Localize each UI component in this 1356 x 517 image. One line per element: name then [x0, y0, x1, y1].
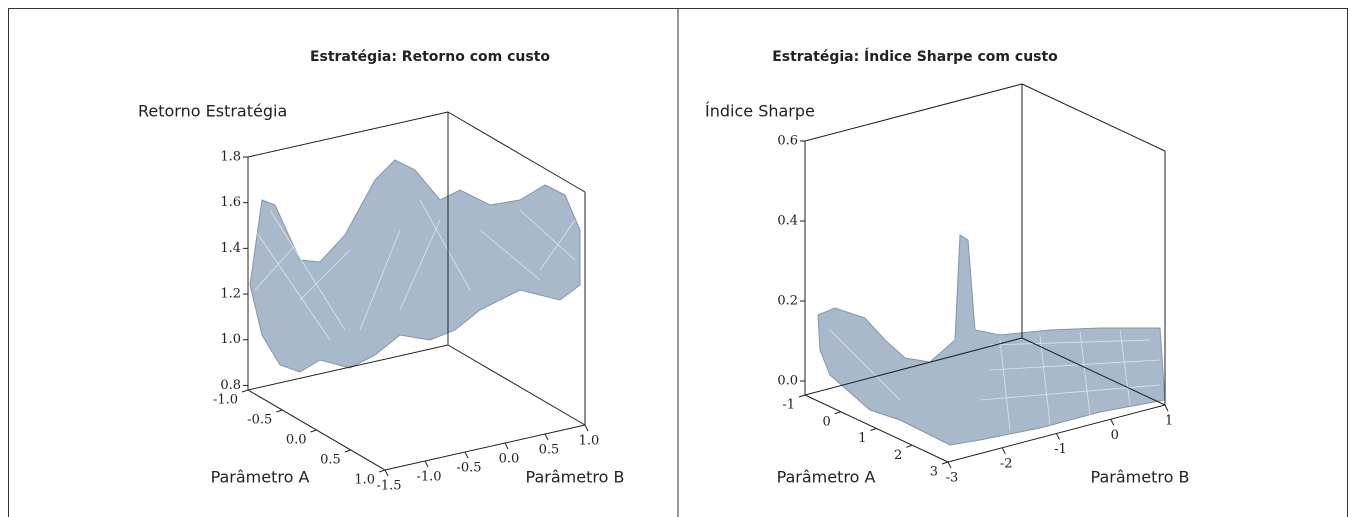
x-tick-label: 1	[858, 431, 866, 446]
chart-title: Estratégia: Índice Sharpe com custo	[772, 48, 1058, 65]
y-tick-label: -0.5	[456, 461, 481, 476]
z-axis-label: Índice Sharpe	[705, 102, 815, 121]
x-tick-label: 1.0	[354, 473, 375, 488]
y-tick-label: 1.0	[579, 434, 600, 449]
x-axis-label: Parâmetro A	[211, 468, 310, 487]
tick-mark	[798, 394, 806, 398]
y-tick-label: -3	[946, 471, 959, 486]
z-tick-label: 0.6	[777, 134, 798, 149]
chart-title: Estratégia: Retorno com custo	[310, 49, 550, 65]
y-tick-label: -1.0	[416, 470, 441, 485]
z-tick-label: 1.6	[220, 195, 241, 210]
tick-mark	[1110, 419, 1115, 426]
y-tick-label: 0.0	[499, 452, 520, 467]
y-axis-label: Parâmetro B	[1091, 468, 1190, 487]
z-tick-label: 0.2	[777, 294, 798, 309]
y-axis-label: Parâmetro B	[526, 468, 625, 487]
tick-mark	[384, 469, 389, 477]
x-tick-label: 0.5	[320, 453, 341, 468]
tick-mark	[1001, 447, 1006, 454]
x-tick-label: -0.5	[247, 413, 272, 428]
tick-mark	[378, 469, 386, 473]
tick-mark	[544, 433, 549, 441]
tick-mark	[344, 449, 351, 453]
box-edge	[804, 337, 1023, 396]
box-edge	[247, 111, 449, 158]
tick-mark	[310, 429, 317, 433]
z-axis-label: Retorno Estratégia	[138, 102, 287, 121]
axis-line	[384, 424, 586, 471]
surface-mesh	[254, 199, 576, 341]
x-tick-label: 0.0	[286, 433, 307, 448]
tick-mark	[504, 442, 509, 450]
x-tick-label: 2	[894, 448, 902, 463]
tick-mark	[947, 461, 952, 469]
tick-mark	[870, 428, 877, 431]
x-axis-label: Parâmetro A	[777, 468, 876, 487]
y-tick-label: -2	[1000, 456, 1013, 471]
z-tick-label: 0.0	[777, 374, 798, 389]
x-tick-label: 0	[822, 414, 830, 429]
box-edge	[1021, 83, 1166, 152]
tick-mark	[276, 409, 283, 413]
box-edge	[447, 111, 586, 193]
box-edge	[447, 344, 586, 426]
tick-mark	[584, 424, 589, 432]
x-tick-label: -1.0	[213, 393, 238, 408]
z-tick-label: 1.0	[220, 332, 241, 347]
box-edge	[247, 344, 449, 391]
y-tick-label: 0	[1111, 428, 1119, 443]
y-tick-label: -1.5	[376, 479, 401, 494]
surface	[817, 234, 1166, 446]
tick-mark	[424, 460, 429, 468]
z-tick-label: 1.2	[220, 287, 241, 302]
tick-mark	[834, 411, 841, 415]
tick-mark	[241, 389, 249, 393]
z-tick-label: 1.8	[220, 150, 241, 165]
x-tick-label: 3	[930, 465, 938, 480]
tick-mark	[906, 444, 913, 448]
surface	[249, 159, 581, 373]
y-tick-label: 1	[1165, 414, 1173, 429]
tick-mark	[941, 461, 949, 465]
z-tick-label: 0.4	[777, 214, 798, 229]
x-tick-label: -1	[782, 398, 795, 413]
box-edge	[804, 83, 1023, 142]
box-edge	[1021, 337, 1166, 406]
y-tick-label: 0.5	[539, 443, 560, 458]
z-tick-label: 1.4	[220, 241, 241, 256]
surface-mesh	[829, 329, 1161, 431]
z-tick-label: 0.8	[220, 378, 241, 393]
tick-mark	[1056, 433, 1060, 440]
y-tick-label: -1	[1054, 442, 1067, 457]
tick-mark	[464, 451, 469, 459]
tick-mark	[1164, 404, 1169, 412]
